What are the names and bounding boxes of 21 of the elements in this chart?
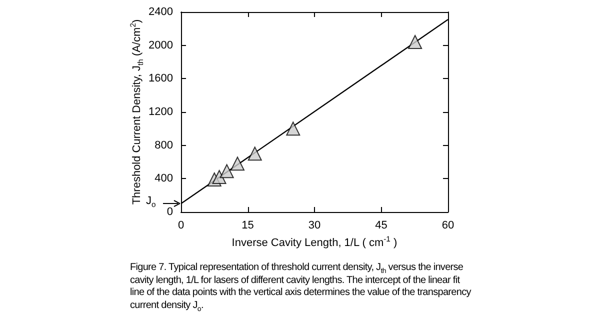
y-tick-label: 400 [154,172,173,185]
x-tick-label: 30 [308,220,321,232]
y-tick-label: 800 [154,139,173,152]
x-tick-label: 60 [442,220,454,232]
x-tick-label: 15 [242,220,254,232]
caption: Figure 7. Typical representation of threshold current density, J$_{th}$ versus the inverse cavity length, 1/L for lasers of different cavity lengths. The intercept of the linear fit line of the data points with the vertical axis determines the value of the transparency current density J$_{o}$. [130,262,472,312]
point [248,146,262,161]
annotation: J$_{o}$ [146,194,156,209]
x-tick-label: 45 [375,220,388,232]
y-tick-label: 0 [166,206,173,218]
y-tick-label: 2400 [148,6,173,18]
x-tick-label: 0 [178,220,184,232]
y-tick-label: 1200 [148,106,173,118]
x-axis-title: Inverse Cavity Length, 1/L ( cm$^{-1}$ ) [232,234,398,249]
point [408,35,422,49]
y-tick-label: 1600 [148,72,173,85]
point [286,122,300,136]
point [220,164,234,178]
point [230,156,245,171]
point [212,170,226,184]
y-tick-label: 2000 [148,39,173,52]
